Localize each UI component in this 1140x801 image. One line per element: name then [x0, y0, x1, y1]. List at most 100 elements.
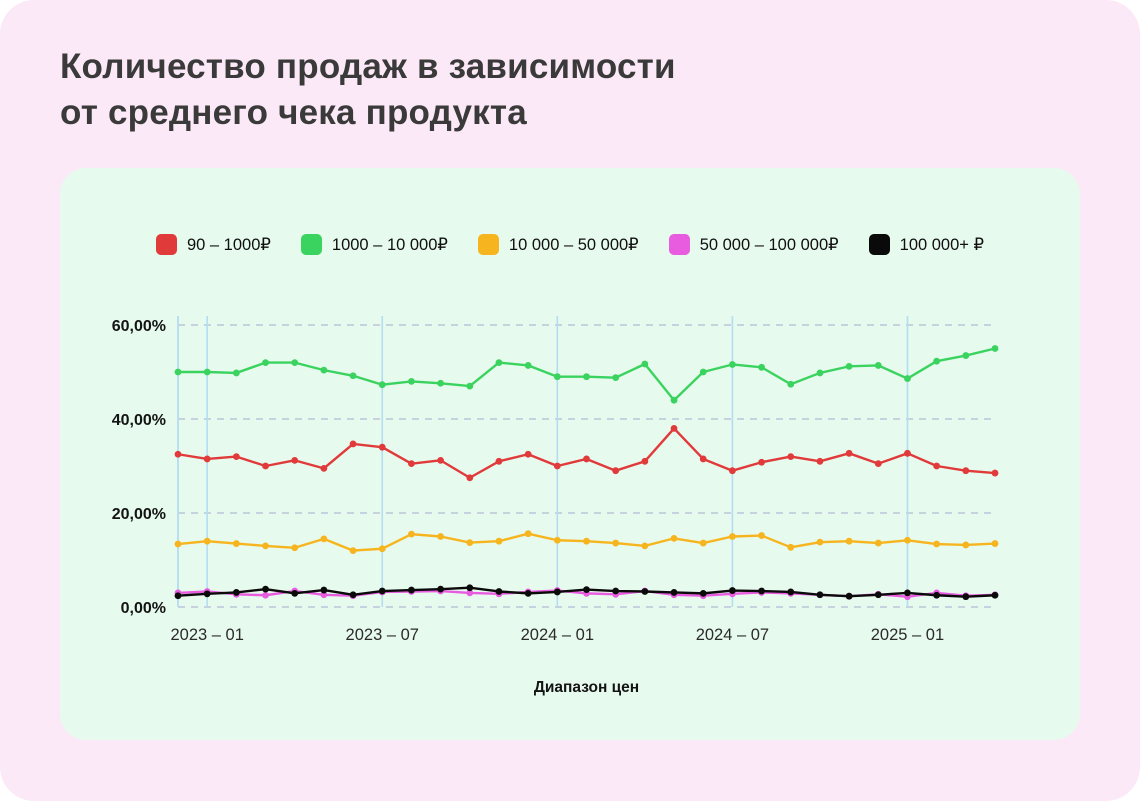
x-axis-tick-label: 2024 – 07 [696, 626, 769, 644]
page-title: Количество продаж в зависимости от средн… [60, 44, 676, 135]
series-point-10000-50000 [378, 545, 386, 553]
series-point-1000-10000 [466, 382, 474, 390]
legend-item: 50 000 – 100 000₽ [668, 234, 839, 255]
series-point-100000-plus [174, 592, 182, 600]
series-point-10000-50000 [203, 537, 211, 545]
series-point-1000-10000 [349, 372, 357, 380]
series-point-50000-100000 [466, 589, 474, 597]
series-point-90-1000 [787, 453, 795, 460]
x-axis-tick-label: 2025 – 01 [871, 626, 944, 644]
series-point-90-1000 [320, 464, 328, 472]
series-point-10000-50000 [408, 530, 415, 538]
series-point-10000-50000 [845, 537, 853, 545]
series-point-10000-50000 [904, 536, 911, 544]
series-point-100000-plus [437, 585, 445, 593]
series-point-100000-plus [787, 588, 795, 596]
series-point-1000-10000 [991, 345, 999, 352]
series-point-100000-plus [670, 589, 678, 596]
x-axis-tick-label: 2023 – 07 [346, 626, 419, 644]
series-point-10000-50000 [787, 543, 795, 551]
series-point-100000-plus [728, 587, 736, 594]
series-point-1000-10000 [962, 352, 970, 359]
series-point-90-1000 [437, 456, 445, 464]
series-point-1000-10000 [232, 369, 240, 377]
x-axis-tick-label: 2023 – 01 [170, 626, 243, 644]
series-point-10000-50000 [349, 547, 357, 554]
series-point-90-1000 [845, 449, 853, 457]
series-point-90-1000 [232, 453, 240, 460]
series-point-10000-50000 [437, 533, 445, 540]
series-point-10000-50000 [991, 540, 999, 547]
series-point-1000-10000 [583, 373, 590, 381]
series-point-90-1000 [758, 458, 765, 466]
series-point-90-1000 [291, 456, 299, 464]
y-axis-tick-label: 40,00% [112, 412, 166, 429]
series-point-100000-plus [962, 593, 970, 601]
series-point-100000-plus [262, 585, 269, 593]
chart-legend: 90 – 1000₽ 1000 – 10 000₽ 10 000 – 50 000₽… [60, 234, 1080, 255]
series-point-100000-plus [203, 590, 211, 598]
series-point-1000-10000 [291, 359, 299, 366]
series-point-100000-plus [553, 588, 561, 596]
legend-item: 10 000 – 50 000₽ [477, 234, 639, 255]
series-point-1000-10000 [699, 368, 707, 376]
series-point-90-1000 [816, 457, 824, 465]
series-point-100000-plus [991, 591, 999, 599]
legend-swatch [300, 234, 322, 255]
series-point-10000-50000 [291, 544, 299, 552]
series-point-1000-10000 [845, 362, 853, 370]
y-axis-tick-label: 20,00% [112, 506, 166, 523]
series-point-10000-50000 [641, 542, 649, 550]
series-point-100000-plus [758, 587, 765, 595]
series-point-100000-plus [466, 584, 474, 592]
series-point-90-1000 [933, 462, 941, 470]
series-point-100000-plus [320, 586, 328, 594]
series-point-90-1000 [904, 449, 911, 457]
series-point-90-1000 [641, 457, 649, 465]
series-point-90-1000 [262, 462, 269, 470]
series-point-10000-50000 [262, 542, 269, 550]
series-point-10000-50000 [670, 534, 678, 542]
series-point-90-1000 [991, 469, 999, 477]
series-point-100000-plus [612, 587, 620, 595]
series-point-90-1000 [553, 462, 561, 470]
legend-item: 100 000+ ₽ [868, 234, 985, 255]
page-title-line1: Количество продаж в зависимости [60, 47, 676, 86]
series-point-90-1000 [495, 457, 503, 465]
series-point-1000-10000 [262, 359, 269, 366]
series-point-100000-plus [524, 589, 532, 597]
series-point-1000-10000 [320, 366, 328, 374]
legend-item: 90 – 1000₽ [155, 234, 271, 255]
series-point-100000-plus [349, 591, 357, 599]
x-axis-title: Диапазон цен [534, 679, 639, 696]
series-point-100000-plus [845, 592, 853, 600]
series-point-90-1000 [524, 450, 532, 458]
page-title-line2: от среднего чека продукта [60, 92, 527, 132]
chart-panel: 90 – 1000₽ 1000 – 10 000₽ 10 000 – 50 000₽… [60, 168, 1080, 740]
series-point-100000-plus [641, 588, 649, 595]
series-point-10000-50000 [758, 532, 765, 539]
series-line-90-1000 [176, 427, 997, 479]
legend-label: 100 000+ ₽ [899, 235, 985, 254]
legend-swatch [477, 234, 499, 255]
series-point-1000-10000 [203, 368, 211, 376]
legend-label: 10 000 – 50 000₽ [508, 235, 639, 254]
series-point-90-1000 [962, 467, 970, 475]
series-point-10000-50000 [553, 536, 561, 544]
series-point-90-1000 [378, 443, 386, 451]
series-point-10000-50000 [320, 535, 328, 543]
line-chart: 60,00% 40,00% 20,00% 0,00%2023 – 01 2023 – 0… [112, 316, 999, 696]
series-point-90-1000 [583, 455, 590, 463]
series-point-1000-10000 [641, 360, 649, 368]
series-point-1000-10000 [904, 375, 911, 382]
series-point-90-1000 [174, 450, 182, 458]
series-point-1000-10000 [437, 379, 445, 387]
series-point-1000-10000 [728, 361, 736, 368]
series-point-50000-100000 [320, 591, 328, 599]
series-point-1000-10000 [174, 368, 182, 376]
series-point-100000-plus [904, 589, 911, 597]
series-point-100000-plus [933, 591, 941, 599]
series-point-100000-plus [232, 589, 240, 596]
series-point-1000-10000 [816, 369, 824, 377]
